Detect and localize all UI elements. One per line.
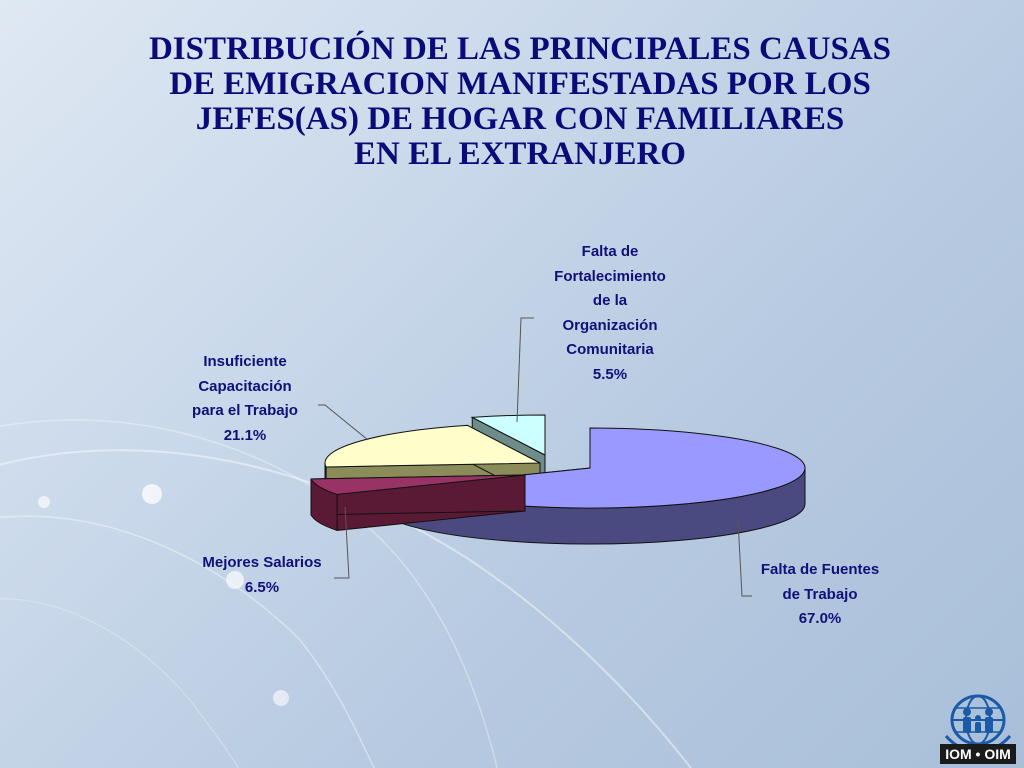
pie-slice-top: [324, 424, 541, 468]
leader-line-insuficiente-capacitacion: [318, 404, 369, 441]
title-line: JEFES(AS) DE HOGAR CON FAMILIARES: [195, 101, 845, 137]
slice-value-label: 5.5%: [592, 365, 628, 383]
slice-label-line: Capacitación: [198, 377, 292, 395]
slice-label-line: Fortalecimiento: [554, 267, 666, 285]
slice-value-label: 21.1%: [223, 426, 267, 444]
slice-label-falta-fuentes: Falta de Fuentes de Trabajo 67.0%: [740, 558, 900, 632]
pie-slice-top: [310, 474, 526, 495]
leader-line-falta-fuentes: [737, 519, 752, 597]
page-title: DISTRIBUCIÓN DE LAS PRINCIPALES CAUSAS D…: [100, 32, 940, 172]
slice-label-line: Falta de: [581, 243, 639, 260]
decor-bubble: [226, 571, 244, 589]
title-line: DE EMIGRACION MANIFESTADAS POR LOS: [169, 66, 871, 102]
slice-label-mejores-salarios: Mejores Salarios 6.5%: [182, 551, 342, 600]
slice-label-line: de Trabajo: [782, 585, 858, 603]
slice-label-line: Comunitaria: [566, 341, 654, 358]
decor-bubble: [273, 690, 289, 706]
slice-label-line: Organización: [562, 316, 658, 334]
slice-label-line: Insuficiente: [203, 353, 287, 370]
slice-value-label: 67.0%: [798, 610, 842, 627]
pie-slice-top: [470, 414, 546, 456]
slice-label-line: Falta de Fuentes: [760, 561, 880, 578]
slice-label-line: de la: [592, 292, 628, 309]
leader-line-mejores-salarios: [334, 506, 350, 579]
iom-logo-text: IOM • OIM: [945, 746, 1011, 762]
title-line: DISTRIBUCIÓN DE LAS PRINCIPALES CAUSAS: [148, 31, 892, 67]
title-line: EN EL EXTRANJERO: [354, 136, 686, 172]
slice-label-line: Mejores Salarios: [202, 554, 322, 571]
slice-label-falta-fortalecimiento: Falta de Fortalecimiento de la Organizac…: [530, 240, 690, 387]
iom-logo-icon: [940, 694, 1016, 764]
decor-bubble: [142, 484, 162, 504]
pie-slice-mejores-salarios: [310, 474, 526, 532]
decor-bubble: [38, 496, 50, 508]
slice-value-label: 6.5%: [244, 578, 280, 596]
leader-line-falta-fortalecimiento: [516, 317, 534, 423]
slice-label-line: para el Trabajo: [192, 402, 298, 419]
slice-label-insuficiente-capacitacion: Insuficiente Capacitación para el Trabaj…: [170, 350, 320, 448]
